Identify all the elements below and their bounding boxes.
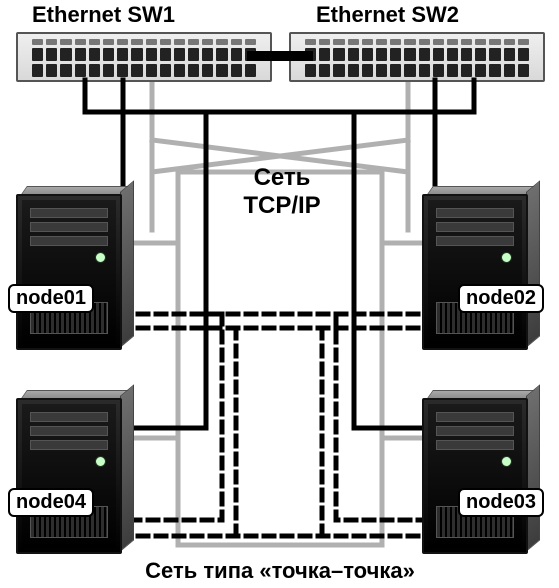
p2p-caption: Сеть типа «точка–точка»	[120, 558, 440, 584]
node03-label: node03	[458, 488, 544, 517]
switch1-title: Ethernet SW1	[32, 2, 175, 28]
server-node01	[16, 186, 134, 350]
node04-label: node04	[8, 488, 94, 517]
tcpip-network-label: Сеть TCP/IP	[212, 164, 352, 219]
node01-label: node01	[8, 284, 94, 313]
server-node03	[422, 390, 540, 554]
server-node04	[16, 390, 134, 554]
switch2-title: Ethernet SW2	[316, 2, 459, 28]
tcpip-label-line2: TCP/IP	[243, 192, 320, 219]
node02-label: node02	[458, 284, 544, 313]
server-node02	[422, 186, 540, 350]
tcpip-label-line1: Сеть	[254, 164, 311, 191]
